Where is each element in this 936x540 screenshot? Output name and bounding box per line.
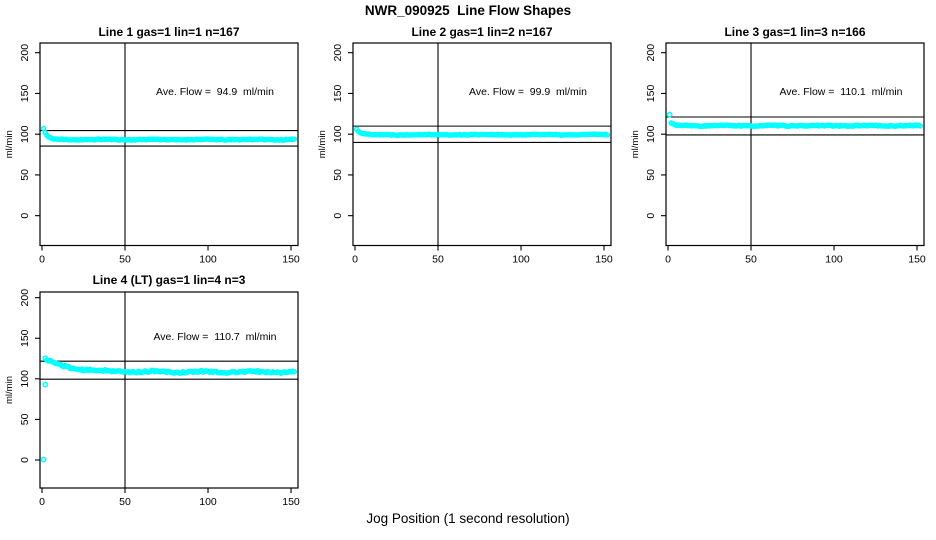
x-tick-label: 100 xyxy=(199,496,217,508)
y-tick-label: 50 xyxy=(19,169,31,181)
y-tick-label: 0 xyxy=(19,457,31,463)
plot-box xyxy=(352,42,612,247)
panel-3-title: Line 3 gas=1 lin=3 n=166 xyxy=(724,25,866,39)
data-point xyxy=(291,369,298,375)
outlier-point xyxy=(42,381,49,388)
y-axis-label: ml/min xyxy=(630,130,641,158)
panel-1-ave-flow-text: Ave. Flow = 94.9 ml/min xyxy=(156,86,274,98)
x-tick-label: 100 xyxy=(825,254,843,266)
data-point xyxy=(604,132,611,138)
data-point xyxy=(40,125,47,132)
outlier-point xyxy=(40,456,47,463)
x-tick-label: 150 xyxy=(282,496,300,508)
data-point xyxy=(917,123,924,129)
x-tick-label: 100 xyxy=(199,254,217,266)
x-tick-label: 0 xyxy=(352,254,358,266)
y-tick-label: 200 xyxy=(19,289,31,307)
outlier-point xyxy=(666,111,673,118)
y-tick-label: 150 xyxy=(332,85,344,103)
y-tick-label: 100 xyxy=(19,125,31,143)
y-tick-label: 0 xyxy=(19,213,31,219)
x-tick-label: 0 xyxy=(39,254,45,266)
page-title: NWR_090925 Line Flow Shapes xyxy=(364,3,572,18)
y-tick-label: 100 xyxy=(332,125,344,143)
x-tick-label: 0 xyxy=(39,496,45,508)
y-axis-label: ml/min xyxy=(317,130,328,158)
panel-1-title: Line 1 gas=1 lin=1 n=167 xyxy=(98,25,240,39)
y-tick-label: 0 xyxy=(332,213,344,219)
panel-4-title: Line 4 (LT) gas=1 lin=4 n=3 xyxy=(92,273,246,287)
y-tick-label: 150 xyxy=(19,85,31,103)
y-tick-label: 150 xyxy=(645,85,657,103)
data-point xyxy=(291,136,298,142)
y-tick-label: 100 xyxy=(19,370,31,388)
y-tick-label: 150 xyxy=(19,329,31,347)
y-tick-label: 100 xyxy=(645,125,657,143)
y-tick-label: 200 xyxy=(19,44,31,62)
y-tick-label: 200 xyxy=(645,44,657,62)
x-tick-label: 50 xyxy=(119,496,131,508)
x-tick-label: 100 xyxy=(512,254,530,266)
panel-2-ave-flow-text: Ave. Flow = 99.9 ml/min xyxy=(469,86,587,98)
panel-2-title: Line 2 gas=1 lin=2 n=167 xyxy=(411,25,553,39)
y-tick-label: 200 xyxy=(332,44,344,62)
x-axis-title: Jog Position (1 second resolution) xyxy=(366,511,570,526)
y-tick-label: 50 xyxy=(332,169,344,181)
x-tick-label: 150 xyxy=(282,254,300,266)
x-tick-label: 150 xyxy=(595,254,613,266)
plot-box xyxy=(665,42,925,247)
plot-box xyxy=(39,291,299,489)
panel-4-ave-flow-text: Ave. Flow = 110.7 ml/min xyxy=(153,331,277,343)
panel-3-ave-flow-text: Ave. Flow = 110.1 ml/min xyxy=(779,86,903,98)
y-axis-label: ml/min xyxy=(4,130,15,158)
x-tick-label: 50 xyxy=(745,254,757,266)
y-tick-label: 50 xyxy=(19,413,31,425)
y-tick-label: 50 xyxy=(645,169,657,181)
x-tick-label: 0 xyxy=(665,254,671,266)
x-tick-label: 150 xyxy=(908,254,926,266)
y-axis-label: ml/min xyxy=(4,376,15,404)
plot-box xyxy=(39,42,299,247)
x-tick-label: 50 xyxy=(119,254,131,266)
y-tick-label: 0 xyxy=(645,213,657,219)
x-tick-label: 50 xyxy=(432,254,444,266)
